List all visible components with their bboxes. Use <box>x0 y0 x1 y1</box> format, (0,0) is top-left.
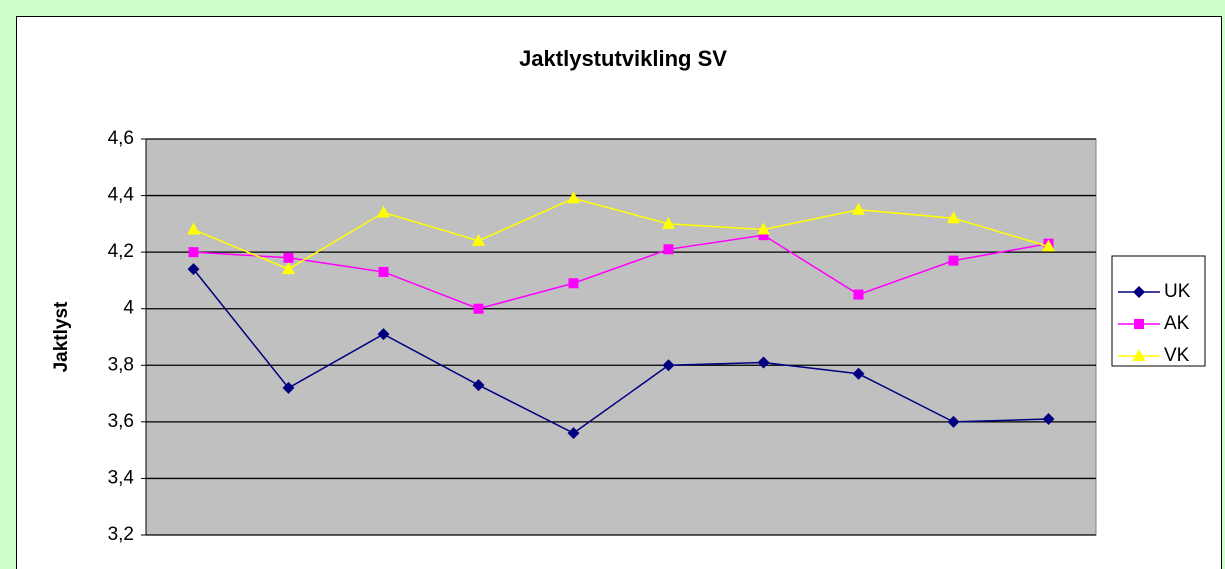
marker <box>282 381 295 394</box>
marker <box>377 205 390 218</box>
marker <box>852 202 865 215</box>
marker <box>663 244 674 255</box>
marker <box>1042 239 1055 252</box>
marker <box>283 252 294 263</box>
marker <box>282 262 295 275</box>
marker <box>568 278 579 289</box>
series-line <box>193 197 1049 270</box>
y-tick-label: 3,8 <box>108 354 134 375</box>
legend-marker <box>1134 319 1144 329</box>
legend <box>1111 255 1206 367</box>
series-line <box>193 234 1049 310</box>
legend-marker <box>1132 349 1146 361</box>
marker <box>757 222 770 235</box>
y-tick-label: 4,4 <box>108 185 135 206</box>
y-tick-label: 4,2 <box>108 241 134 262</box>
marker <box>472 233 485 246</box>
marker <box>947 415 960 428</box>
legend-label: VK <box>1164 345 1190 366</box>
y-tick-label: 3,2 <box>108 524 134 545</box>
y-tick-label: 3,4 <box>108 467 135 488</box>
marker <box>472 379 485 392</box>
marker <box>187 263 200 276</box>
series-line <box>192 268 1049 435</box>
marker <box>947 211 960 224</box>
marker <box>378 266 389 277</box>
marker <box>662 359 675 372</box>
marker <box>188 247 199 258</box>
y-axis-label: Jaktlyst <box>51 301 72 372</box>
chart-title: Jaktlystutvikling SV <box>519 46 727 71</box>
y-tick-label: 4,6 <box>108 128 134 149</box>
plot-area <box>145 138 1097 536</box>
legend-label: UK <box>1164 281 1191 302</box>
y-tick-label: 3,6 <box>108 411 134 432</box>
marker <box>567 427 580 440</box>
marker <box>1042 413 1055 426</box>
marker <box>473 303 484 314</box>
legend-marker <box>1133 286 1145 298</box>
marker <box>662 216 675 229</box>
marker <box>948 255 959 266</box>
legend-label: AK <box>1164 313 1190 334</box>
marker <box>187 222 200 235</box>
marker <box>377 328 390 341</box>
marker <box>853 289 864 300</box>
marker <box>757 356 770 369</box>
marker <box>567 191 580 204</box>
marker <box>758 230 769 241</box>
marker <box>852 367 865 380</box>
y-tick-label: 4 <box>123 298 134 319</box>
